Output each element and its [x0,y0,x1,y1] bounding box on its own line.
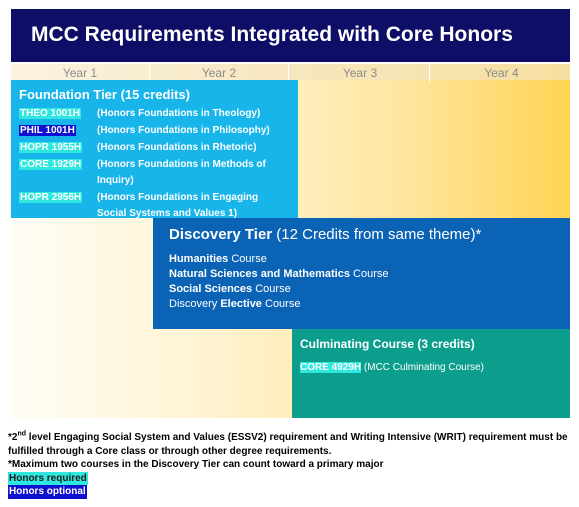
discovery-item: Social Sciences Course [169,282,570,297]
course-code-cell: CORE 1929H [19,157,97,189]
culminating-course-box: Culminating Course (3 credits) CORE 4929… [292,329,570,418]
discovery-tier-title: Discovery Tier (12 Credits from same the… [169,226,570,243]
footnote-superscript: nd [17,430,27,438]
course-row: CORE 4929H (MCC Culminating Course) [300,360,570,376]
course-code: PHIL 1001H [19,125,76,136]
discovery-item-rest: Course [261,298,301,310]
foundation-tier-title: Foundation Tier (15 credits) [19,87,190,102]
discovery-title-rest: (12 Credits from same theme)* [272,226,482,243]
discovery-item-rest: Course [228,253,267,265]
discovery-item-bold: Natural Sciences and Mathematics [169,268,350,280]
legend-honors-optional: Honors optional [8,485,87,499]
discovery-item-rest: Course [252,283,291,295]
course-row: THEO 1001H (Honors Foundations in Theolo… [19,106,298,122]
discovery-item-prefix: Discovery [169,298,221,310]
course-description: (Honors Foundations in Engaging Social S… [97,192,259,219]
discovery-title-bold: Discovery Tier [169,226,273,243]
course-code: HOPR 1955H [19,142,83,153]
course-description: (Honors Foundations in Philosophy) [97,125,270,136]
footnote-discovery-limit: *Maximum two courses in the Discovery Ti… [8,459,384,470]
course-description: (MCC Culminating Course) [361,362,484,373]
page-title: MCC Requirements Integrated with Core Ho… [11,9,570,62]
course-code: CORE 4929H [300,362,362,373]
year-1-label: Year 1 [11,64,150,82]
course-description: (Honors Foundations in Theology) [97,108,261,119]
discovery-item: Natural Sciences and Mathematics Course [169,267,570,282]
year-2-label: Year 2 [150,64,289,82]
discovery-item-rest: Course [349,268,389,280]
discovery-item-bold: Elective [220,298,262,310]
course-code-cell: HOPR 1955H [19,140,97,156]
course-row: CORE 1929H (Honors Foundations in Method… [19,157,298,189]
legend-optional-row: Honors optional [8,485,573,499]
discovery-item: Humanities Course [169,252,570,267]
discovery-tier-box: Discovery Tier (12 Credits from same the… [153,218,570,329]
course-code: CORE 1929H [19,159,83,170]
course-code: THEO 1001H [19,108,82,119]
course-description: (Honors Foundations in Methods of Inquir… [97,159,266,186]
year-3-label: Year 3 [291,64,430,82]
footnotes: *2nd level Engaging Social System and Va… [8,431,573,499]
year-band [11,64,570,80]
year-4-label: Year 4 [484,66,519,80]
foundation-tier-box: Foundation Tier (15 credits) THEO 1001H … [11,80,298,219]
legend-required-row: Honors required [8,471,573,485]
year-header-row: Year 1 Year 2 Year 3 Year 4 [11,64,570,82]
course-row: PHIL 1001H (Honors Foundations in Philos… [19,123,298,139]
footnote-essv2: *2nd level Engaging Social System and Va… [8,431,573,458]
footnote-essv2-text: level Engaging Social System and Values … [8,432,568,457]
discovery-item: Discovery Elective Course [169,297,570,312]
course-code-cell: THEO 1001H [19,106,97,122]
discovery-item-bold: Social Sciences [169,283,253,295]
discovery-item-bold: Humanities [169,253,229,265]
course-code: HOPR 2956H [19,192,83,203]
course-code-cell: PHIL 1001H [19,123,97,139]
course-row: HOPR 2956H (Honors Foundations in Engagi… [19,190,298,222]
course-row: HOPR 1955H (Honors Foundations in Rhetor… [19,140,298,156]
legend-honors-required: Honors required [8,471,88,485]
course-code-cell: HOPR 2956H [19,190,97,222]
culminating-title: Culminating Course (3 credits) [300,337,475,351]
course-description: (Honors Foundations in Rhetoric) [97,142,257,153]
footnote-essv2-prefix: *2 [8,432,18,443]
